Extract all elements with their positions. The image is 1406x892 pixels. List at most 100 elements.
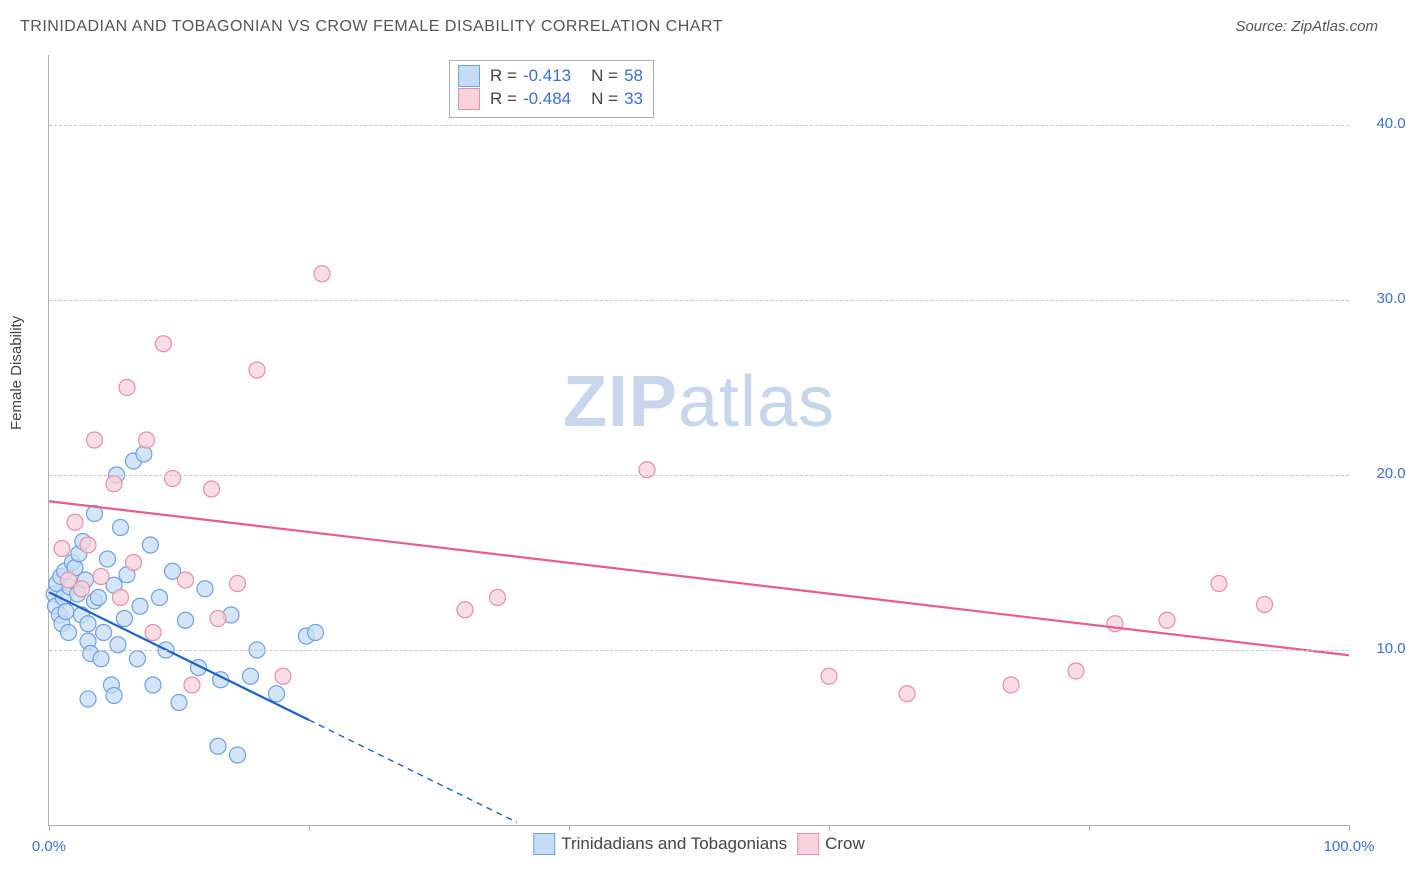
scatter-point-tt: [230, 747, 246, 763]
legend-item-crow: Crow: [797, 833, 865, 855]
n-value-crow: 33: [624, 88, 643, 111]
y-tick-label: 40.0%: [1359, 115, 1406, 132]
scatter-point-crow: [54, 541, 70, 557]
scatter-point-crow: [93, 569, 109, 585]
scatter-point-crow: [1107, 616, 1123, 632]
scatter-point-tt: [93, 651, 109, 667]
r-value-tt: -0.413: [523, 65, 571, 88]
scatter-point-crow: [80, 537, 96, 553]
n-label-crow: N =: [591, 88, 618, 111]
scatter-point-tt: [116, 611, 132, 627]
n-label-tt: N =: [591, 65, 618, 88]
swatch-crow: [458, 88, 480, 110]
scatter-point-crow: [490, 590, 506, 606]
gridline-h: [49, 650, 1349, 651]
scatter-point-tt: [171, 695, 187, 711]
scatter-point-tt: [145, 677, 161, 693]
scatter-point-crow: [1159, 612, 1175, 628]
scatter-point-tt: [113, 520, 129, 536]
x-tick: [1349, 825, 1350, 831]
scatter-point-crow: [230, 576, 246, 592]
scatter-point-tt: [308, 625, 324, 641]
scatter-point-crow: [899, 686, 915, 702]
y-tick-label: 10.0%: [1359, 640, 1406, 657]
x-tick: [309, 825, 310, 831]
scatter-point-tt: [210, 738, 226, 754]
scatter-point-crow: [1211, 576, 1227, 592]
scatter-point-tt: [136, 446, 152, 462]
scatter-point-crow: [145, 625, 161, 641]
swatch-tt: [458, 65, 480, 87]
chart-title: TRINIDADIAN AND TOBAGONIAN VS CROW FEMAL…: [20, 18, 723, 36]
r-label-crow: R =: [490, 88, 517, 111]
scatter-point-tt: [90, 590, 106, 606]
x-tick-label: 0.0%: [32, 838, 66, 855]
x-tick: [569, 825, 570, 831]
scatter-point-tt: [61, 625, 77, 641]
scatter-point-tt: [197, 581, 213, 597]
scatter-point-crow: [106, 476, 122, 492]
scatter-point-crow: [204, 481, 220, 497]
legend-label-tt: Trinidadians and Tobagonians: [561, 834, 787, 854]
legend-bottom: Trinidadians and Tobagonians Crow: [533, 833, 865, 855]
scatter-point-tt: [129, 651, 145, 667]
x-tick: [829, 825, 830, 831]
scatter-point-crow: [1003, 677, 1019, 693]
scatter-point-crow: [184, 677, 200, 693]
chart-container: TRINIDADIAN AND TOBAGONIAN VS CROW FEMAL…: [0, 0, 1406, 892]
scatter-point-crow: [155, 336, 171, 352]
legend-swatch-crow: [797, 833, 819, 855]
scatter-point-crow: [275, 668, 291, 684]
source-attribution: Source: ZipAtlas.com: [1235, 18, 1378, 35]
trend-line-ext-tt: [309, 720, 517, 822]
scatter-point-crow: [126, 555, 142, 571]
y-tick-label: 20.0%: [1359, 465, 1406, 482]
scatter-point-crow: [87, 432, 103, 448]
scatter-point-crow: [1068, 663, 1084, 679]
plot-svg: [49, 55, 1349, 825]
r-label-tt: R =: [490, 65, 517, 88]
stats-box: R = -0.413 N = 58 R = -0.484 N = 33: [449, 60, 654, 118]
scatter-point-tt: [152, 590, 168, 606]
scatter-point-tt: [178, 612, 194, 628]
scatter-point-crow: [178, 572, 194, 588]
scatter-point-crow: [314, 266, 330, 282]
scatter-point-crow: [74, 581, 90, 597]
scatter-point-tt: [96, 625, 112, 641]
scatter-point-crow: [119, 380, 135, 396]
scatter-point-tt: [142, 537, 158, 553]
scatter-point-crow: [210, 611, 226, 627]
scatter-point-tt: [269, 686, 285, 702]
y-axis-label: Female Disability: [8, 316, 25, 430]
scatter-point-crow: [821, 668, 837, 684]
x-tick-label: 100.0%: [1324, 838, 1375, 855]
x-tick: [1089, 825, 1090, 831]
scatter-point-crow: [113, 590, 129, 606]
scatter-point-tt: [106, 688, 122, 704]
scatter-point-crow: [67, 514, 83, 530]
scatter-point-crow: [165, 471, 181, 487]
scatter-point-tt: [100, 551, 116, 567]
stats-row-tt: R = -0.413 N = 58: [458, 65, 643, 88]
stats-row-crow: R = -0.484 N = 33: [458, 88, 643, 111]
gridline-h: [49, 300, 1349, 301]
scatter-point-crow: [139, 432, 155, 448]
x-tick: [49, 825, 50, 831]
gridline-h: [49, 125, 1349, 126]
legend-swatch-tt: [533, 833, 555, 855]
scatter-point-crow: [249, 362, 265, 378]
legend-item-tt: Trinidadians and Tobagonians: [533, 833, 787, 855]
y-tick-label: 30.0%: [1359, 290, 1406, 307]
r-value-crow: -0.484: [523, 88, 571, 111]
scatter-point-tt: [80, 616, 96, 632]
n-value-tt: 58: [624, 65, 643, 88]
scatter-point-tt: [58, 604, 74, 620]
gridline-h: [49, 475, 1349, 476]
plot-area: ZIPatlas R = -0.413 N = 58 R = -0.484 N …: [48, 55, 1349, 826]
scatter-point-tt: [132, 598, 148, 614]
scatter-point-tt: [80, 691, 96, 707]
scatter-point-tt: [243, 668, 259, 684]
legend-label-crow: Crow: [825, 834, 865, 854]
scatter-point-crow: [457, 602, 473, 618]
scatter-point-crow: [1257, 597, 1273, 613]
